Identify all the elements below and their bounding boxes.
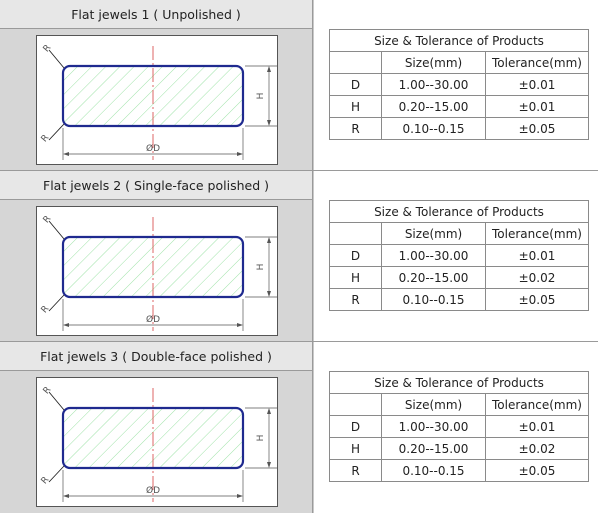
jewel-drawing-svg: R R H ØD	[40, 214, 277, 331]
figure-cell: R R H ØD	[0, 371, 313, 513]
table-header: Size & Tolerance of Products	[329, 371, 589, 394]
column-tolerance: Tolerance(mm)	[485, 222, 589, 245]
jewel-outline	[61, 406, 245, 470]
row-size: 0.20--15.00	[381, 437, 486, 460]
figure-cell: R R H ØD	[0, 29, 313, 171]
row-size: 1.00--30.00	[381, 73, 486, 96]
row-tolerance: ±0.01	[485, 244, 589, 267]
radius-label-bottom: R	[40, 304, 52, 315]
radius-leader-bottom	[48, 294, 65, 312]
row-label: H	[329, 95, 382, 118]
jewel-outline	[61, 64, 245, 128]
column-blank	[329, 51, 382, 74]
table-row: R 0.10--0.15 ±0.05	[329, 288, 589, 311]
column-size: Size(mm)	[381, 51, 486, 74]
radius-leader-bottom	[48, 123, 65, 141]
figure-cell: R R H ØD	[0, 200, 313, 342]
radius-leader-top	[48, 391, 65, 411]
radius-label-top: R	[42, 214, 54, 225]
jewel-drawing: R R H ØD	[36, 377, 278, 507]
size-tolerance-table: Size & Tolerance of Products Size(mm) To…	[329, 200, 589, 311]
column-tolerance: Tolerance(mm)	[485, 393, 589, 416]
row-tolerance: ±0.05	[485, 288, 589, 311]
row-label: R	[329, 459, 382, 482]
height-label: H	[256, 93, 266, 100]
table-header-row: Size & Tolerance of Products	[329, 29, 589, 52]
table-header-row: Size & Tolerance of Products	[329, 371, 589, 394]
radius-leader-bottom	[48, 465, 65, 483]
radius-leader-top	[48, 220, 65, 240]
table-header: Size & Tolerance of Products	[329, 29, 589, 52]
jewel-drawing: R R H ØD	[36, 35, 278, 165]
row-size: 1.00--30.00	[381, 415, 486, 438]
column-tolerance: Tolerance(mm)	[485, 51, 589, 74]
jewel-drawing-svg: R R H ØD	[40, 385, 277, 502]
table-row: D 1.00--30.00 ±0.01	[329, 73, 589, 96]
jewel-drawing-svg: R R H ØD	[40, 43, 277, 160]
height-label: H	[256, 264, 266, 271]
table-column-row: Size(mm) Tolerance(mm)	[329, 222, 589, 245]
table-cell: Size & Tolerance of Products Size(mm) To…	[314, 0, 598, 171]
section-title: Flat jewels 3 ( Double-face polished )	[0, 342, 313, 371]
diameter-label: ØD	[146, 485, 160, 496]
row-size: 0.10--0.15	[381, 459, 486, 482]
row-tolerance: ±0.01	[485, 95, 589, 118]
row-size: 0.10--0.15	[381, 117, 486, 140]
radius-leader-top	[48, 49, 65, 69]
table-row: H 0.20--15.00 ±0.01	[329, 95, 589, 118]
column-size: Size(mm)	[381, 222, 486, 245]
column-blank	[329, 393, 382, 416]
table-row: H 0.20--15.00 ±0.02	[329, 437, 589, 460]
table-cell: Size & Tolerance of Products Size(mm) To…	[314, 342, 598, 513]
row-tolerance: ±0.05	[485, 117, 589, 140]
section-title: Flat jewels 1 ( Unpolished )	[0, 0, 313, 29]
column-size: Size(mm)	[381, 393, 486, 416]
size-tolerance-table: Size & Tolerance of Products Size(mm) To…	[329, 29, 589, 140]
table-row: R 0.10--0.15 ±0.05	[329, 117, 589, 140]
row-label: D	[329, 415, 382, 438]
jewel-outline	[61, 235, 245, 299]
row-tolerance: ±0.01	[485, 73, 589, 96]
row-tolerance: ±0.01	[485, 415, 589, 438]
diameter-label: ØD	[146, 143, 160, 154]
table-column-row: Size(mm) Tolerance(mm)	[329, 51, 589, 74]
section-divider	[0, 341, 598, 342]
row-label: H	[329, 437, 382, 460]
row-label: D	[329, 73, 382, 96]
row-label: R	[329, 288, 382, 311]
table-cell: Size & Tolerance of Products Size(mm) To…	[314, 171, 598, 342]
section-divider	[0, 170, 598, 171]
table-row: D 1.00--30.00 ±0.01	[329, 415, 589, 438]
jewel-drawing: R R H ØD	[36, 206, 278, 336]
row-label: D	[329, 244, 382, 267]
row-label: R	[329, 117, 382, 140]
section-flat-jewels-2: Flat jewels 2 ( Single-face polished )	[0, 171, 598, 342]
row-size: 0.10--0.15	[381, 288, 486, 311]
table-column-row: Size(mm) Tolerance(mm)	[329, 393, 589, 416]
row-tolerance: ±0.02	[485, 266, 589, 289]
table-row: R 0.10--0.15 ±0.05	[329, 459, 589, 482]
table-header: Size & Tolerance of Products	[329, 200, 589, 223]
section-flat-jewels-1: Flat jewels 1 ( Unpolished )	[0, 0, 598, 171]
row-tolerance: ±0.05	[485, 459, 589, 482]
radius-label-top: R	[42, 43, 54, 54]
column-blank	[329, 222, 382, 245]
row-tolerance: ±0.02	[485, 437, 589, 460]
table-header-row: Size & Tolerance of Products	[329, 200, 589, 223]
height-label: H	[256, 435, 266, 442]
row-label: H	[329, 266, 382, 289]
row-size: 0.20--15.00	[381, 95, 486, 118]
row-size: 0.20--15.00	[381, 266, 486, 289]
radius-label-bottom: R	[40, 475, 52, 486]
table-row: D 1.00--30.00 ±0.01	[329, 244, 589, 267]
table-row: H 0.20--15.00 ±0.02	[329, 266, 589, 289]
diameter-label: ØD	[146, 314, 160, 325]
section-title: Flat jewels 2 ( Single-face polished )	[0, 171, 313, 200]
section-flat-jewels-3: Flat jewels 3 ( Double-face polished )	[0, 342, 598, 513]
radius-label-bottom: R	[40, 133, 52, 144]
radius-label-top: R	[42, 385, 54, 396]
row-size: 1.00--30.00	[381, 244, 486, 267]
size-tolerance-table: Size & Tolerance of Products Size(mm) To…	[329, 371, 589, 482]
